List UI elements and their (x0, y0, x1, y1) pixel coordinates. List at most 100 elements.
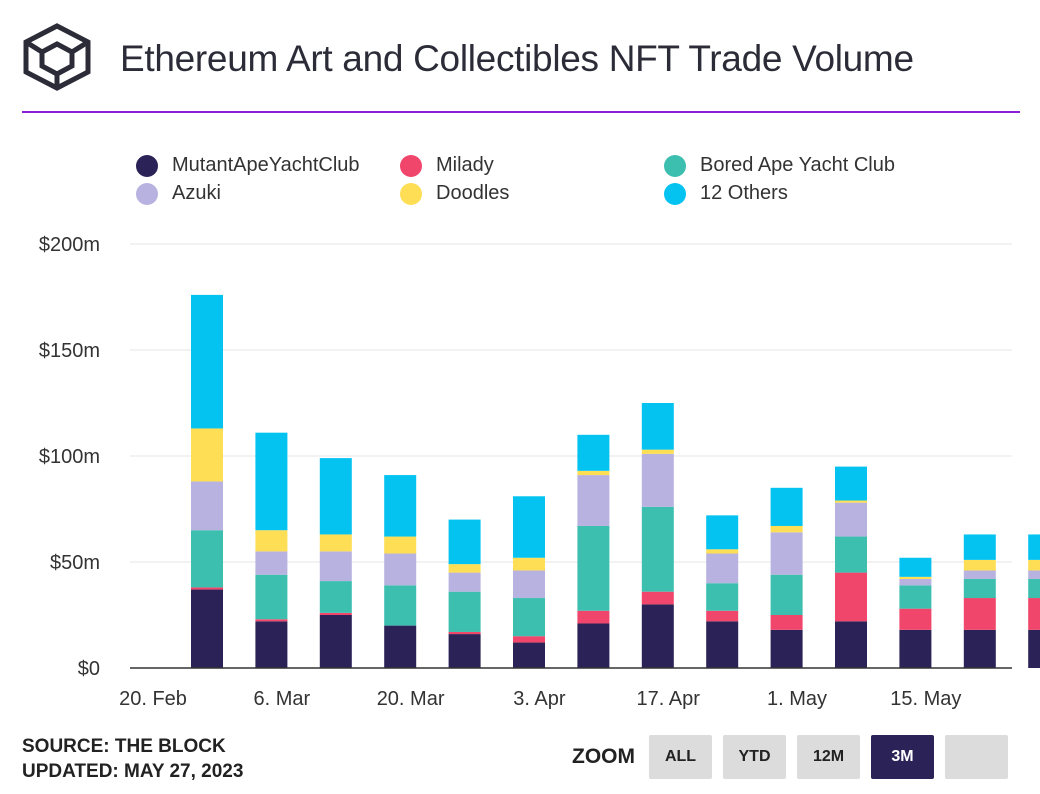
legend-item[interactable]: MutantApeYachtClub (136, 154, 360, 177)
bar-segment[interactable] (770, 615, 803, 630)
bar-segment[interactable] (448, 572, 481, 592)
bar-segment[interactable] (963, 578, 996, 599)
bar-segment[interactable] (255, 530, 288, 552)
bar-segment[interactable] (384, 625, 417, 668)
bar-segment[interactable] (899, 585, 932, 609)
bar-segment[interactable] (319, 458, 352, 535)
bar-segment[interactable] (255, 551, 288, 575)
bar-segment[interactable] (577, 610, 610, 624)
bar-segment[interactable] (770, 574, 803, 615)
bar-segment[interactable] (835, 621, 867, 668)
bar-segment[interactable] (641, 453, 674, 507)
legend-item[interactable]: 12 Others (664, 182, 788, 205)
bar-segment[interactable] (963, 570, 996, 579)
bar-segment[interactable] (384, 553, 417, 586)
bar-segment[interactable] (255, 621, 288, 668)
bar-segment[interactable] (448, 591, 481, 632)
bar-segment[interactable] (706, 583, 739, 611)
bar-segment[interactable] (835, 572, 867, 622)
zoom-controls: ZOOM ALL YTD 12M 3M (572, 735, 1019, 779)
legend-item[interactable]: Bored Ape Yacht Club (664, 154, 895, 177)
bar-segment[interactable] (1028, 559, 1040, 571)
bar-segment[interactable] (513, 636, 545, 643)
bar-segment[interactable] (899, 608, 932, 630)
bar-segment[interactable] (448, 519, 481, 565)
bar-segment[interactable] (1028, 578, 1040, 599)
bar-segment[interactable] (448, 564, 481, 573)
bar-segment[interactable] (191, 294, 223, 429)
zoom-3m-button[interactable]: 3M (871, 735, 934, 779)
bar-segment[interactable] (706, 621, 739, 668)
bar-segment[interactable] (384, 475, 417, 537)
bar-segment[interactable] (899, 557, 932, 577)
bar-segment[interactable] (706, 515, 739, 550)
bar-segment[interactable] (963, 534, 996, 560)
bar-segment[interactable] (899, 629, 932, 668)
bar-segment[interactable] (770, 532, 803, 575)
bar-segment[interactable] (1028, 534, 1040, 560)
zoom-all-button[interactable]: ALL (649, 735, 712, 779)
bar-segment[interactable] (577, 475, 610, 526)
bar-segment[interactable] (319, 615, 352, 668)
bar-segment[interactable] (641, 449, 674, 454)
bar-segment[interactable] (384, 585, 417, 626)
bar-segment[interactable] (963, 559, 996, 571)
bar-segment[interactable] (770, 487, 803, 526)
bar-segment[interactable] (513, 496, 545, 558)
bar-segment[interactable] (384, 536, 417, 554)
bar-segment[interactable] (191, 530, 223, 588)
bar-segment[interactable] (319, 581, 352, 613)
bar-segment[interactable] (899, 578, 932, 586)
bar-segment[interactable] (513, 598, 545, 637)
bar-segment[interactable] (255, 619, 288, 622)
bar-segment[interactable] (577, 470, 610, 476)
bar-segment[interactable] (641, 506, 674, 592)
zoom-ytd-button[interactable]: YTD (723, 735, 786, 779)
bar-segment[interactable] (191, 587, 223, 590)
y-tick-label: $100m (39, 446, 100, 468)
bar-segment[interactable] (706, 553, 739, 584)
zoom-12m-button[interactable]: 12M (797, 735, 860, 779)
bar-segment[interactable] (835, 500, 867, 503)
bar-segment[interactable] (319, 612, 352, 615)
zoom-blank-button[interactable] (945, 735, 1008, 779)
legend-item[interactable]: Doodles (400, 182, 509, 205)
bar-segment[interactable] (255, 574, 288, 620)
bar-segment[interactable] (706, 549, 739, 554)
bar-segment[interactable] (641, 403, 674, 450)
bar-segment[interactable] (1028, 598, 1040, 630)
bar-segment[interactable] (835, 536, 867, 573)
bar-segment[interactable] (448, 631, 481, 635)
bar-segment[interactable] (706, 610, 739, 622)
bar-segment[interactable] (577, 623, 610, 668)
bar-segment[interactable] (899, 576, 932, 579)
bar-segment[interactable] (191, 589, 223, 668)
bar-segment[interactable] (191, 481, 223, 531)
bar-segment[interactable] (448, 634, 481, 668)
y-tick-label: $150m (39, 340, 100, 362)
bar-segment[interactable] (770, 629, 803, 668)
bar-segment[interactable] (641, 591, 674, 605)
bar-segment[interactable] (513, 557, 545, 571)
bar-segment[interactable] (191, 428, 223, 482)
x-tick-label: 3. Apr (513, 688, 566, 710)
bar-segment[interactable] (319, 551, 352, 582)
bar-segment[interactable] (577, 434, 610, 471)
bar-segment[interactable] (1028, 629, 1040, 668)
legend-item[interactable]: Milady (400, 154, 494, 177)
bar-segment[interactable] (835, 502, 867, 537)
bar-segment[interactable] (963, 598, 996, 630)
bar-segment[interactable] (319, 534, 352, 552)
bar-segment[interactable] (835, 466, 867, 501)
bar-segment[interactable] (1028, 570, 1040, 579)
bar-segment[interactable] (577, 525, 610, 611)
bar-segment[interactable] (513, 570, 545, 599)
bar-segment[interactable] (513, 642, 545, 668)
bar-segment[interactable] (255, 432, 288, 531)
legend-swatch (664, 182, 686, 205)
bar-segment[interactable] (770, 525, 803, 533)
legend-item[interactable]: Azuki (136, 182, 221, 205)
bar-segment[interactable] (641, 604, 674, 668)
bar-segment[interactable] (963, 629, 996, 668)
updated-text: UPDATED: MAY 27, 2023 (22, 761, 244, 782)
